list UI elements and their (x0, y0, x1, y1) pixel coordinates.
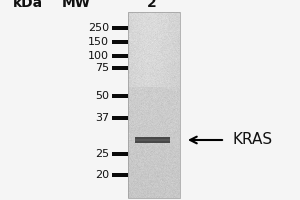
Bar (135, 139, 170, 141)
Text: 2: 2 (147, 0, 157, 10)
Bar (112, 66, 128, 70)
Bar (112, 94, 128, 98)
Text: MW: MW (61, 0, 91, 10)
Text: 20: 20 (95, 170, 109, 180)
Text: 37: 37 (95, 113, 109, 123)
Bar (112, 40, 128, 44)
Bar (112, 173, 128, 177)
Bar (112, 152, 128, 156)
Text: 150: 150 (88, 37, 109, 47)
Bar (112, 26, 128, 30)
Text: KRAS: KRAS (232, 132, 272, 148)
Bar (112, 116, 128, 120)
Text: kDa: kDa (13, 0, 43, 10)
Text: 75: 75 (95, 63, 109, 73)
Bar (135, 137, 170, 143)
Text: 50: 50 (95, 91, 109, 101)
Text: 25: 25 (95, 149, 109, 159)
Text: 250: 250 (88, 23, 109, 33)
Text: 100: 100 (88, 51, 109, 61)
Bar (112, 54, 128, 58)
Bar (128, 12, 180, 198)
